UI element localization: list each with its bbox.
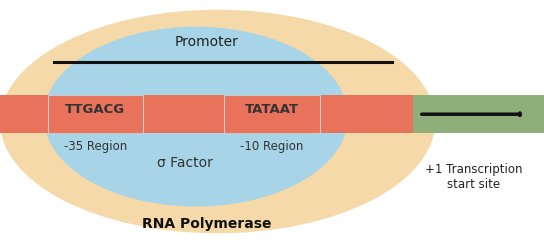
Text: σ Factor: σ Factor: [157, 156, 213, 170]
Text: TTGACG: TTGACG: [65, 103, 125, 116]
Text: TATAAT: TATAAT: [245, 103, 299, 116]
Bar: [413, 95, 544, 133]
Text: +1 Transcription
start site: +1 Transcription start site: [424, 163, 522, 191]
Text: RNA Polymerase: RNA Polymerase: [142, 217, 271, 231]
Text: -35 Region: -35 Region: [64, 140, 127, 153]
Ellipse shape: [0, 10, 435, 233]
Text: -10 Region: -10 Region: [240, 140, 304, 153]
FancyBboxPatch shape: [48, 95, 143, 133]
Bar: [0, 95, 413, 133]
FancyBboxPatch shape: [224, 95, 319, 133]
Ellipse shape: [44, 27, 348, 207]
Text: Promoter: Promoter: [175, 35, 239, 49]
